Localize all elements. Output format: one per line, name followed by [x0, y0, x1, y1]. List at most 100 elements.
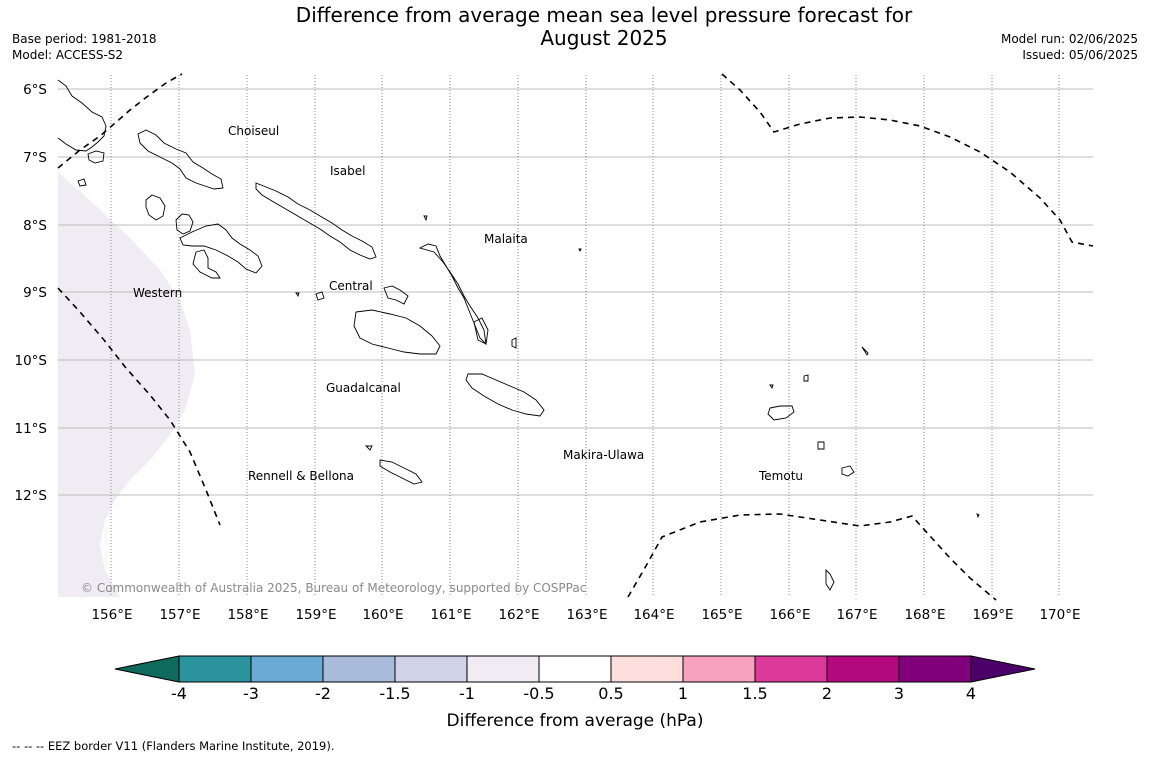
- title-line-2: August 2025: [540, 26, 668, 50]
- colorbar-segment: [466, 655, 540, 683]
- colorbar-segment: [394, 655, 468, 683]
- coastlines: [57, 79, 980, 591]
- lat-label: 8°S: [23, 218, 47, 234]
- coast-choiseul: [137, 129, 224, 190]
- region-label-western: Western: [133, 286, 182, 300]
- lat-label: 12°S: [15, 488, 48, 504]
- coast-vanikoro: [841, 465, 855, 477]
- model-name: Model: ACCESS-S2: [12, 48, 124, 62]
- region-label-temotu: Temotu: [758, 469, 803, 483]
- colorbar-tick-label: -1: [459, 684, 475, 703]
- colorbar-tick-label: 1: [678, 684, 688, 703]
- coast-nggela: [383, 285, 409, 305]
- eez-border-south: [627, 513, 997, 601]
- colorbar-segment: [538, 655, 612, 683]
- coast-duff: [861, 346, 869, 356]
- lon-label: 158°E: [227, 607, 268, 623]
- lon-label: 164°E: [633, 607, 674, 623]
- colorbar-segment: [610, 655, 684, 683]
- colorbar-segment: [322, 655, 396, 683]
- eez-borders: [57, 73, 1094, 601]
- lat-axis: 6°S 7°S 8°S 9°S 10°S 11°S 12°S: [15, 82, 48, 504]
- base-period: Base period: 1981-2018: [12, 32, 157, 46]
- coast-kolombangara: [175, 213, 194, 235]
- lon-label: 165°E: [701, 607, 742, 623]
- coast-small-1: [423, 215, 428, 222]
- colorbar-tick-label: 1.5: [742, 684, 767, 703]
- copyright-notice: © Commonwealth of Australia 2025, Bureau…: [81, 581, 586, 595]
- coast-shortland: [77, 178, 87, 187]
- colorbar-tick-label: -1.5: [379, 684, 410, 703]
- lon-label: 156°E: [91, 607, 132, 623]
- coast-malaita: [418, 243, 487, 346]
- colorbar-tick-label: -3: [243, 684, 259, 703]
- lon-label: 166°E: [769, 607, 810, 623]
- coast-tikopia: [825, 568, 835, 591]
- anomaly-shading: [58, 172, 195, 597]
- lon-label: 168°E: [904, 607, 945, 623]
- eez-border-ne: [721, 73, 1094, 247]
- colorbar-tick-label: 0.5: [598, 684, 623, 703]
- lon-label: 169°E: [972, 607, 1013, 623]
- coast-small-2: [295, 292, 300, 298]
- lon-label: 170°E: [1039, 607, 1080, 623]
- coast-ulawa: [511, 337, 517, 349]
- lat-label: 7°S: [23, 150, 47, 166]
- lon-label: 162°E: [498, 607, 539, 623]
- coast-rendova: [192, 249, 221, 279]
- colorbar-low-extension: [114, 655, 180, 683]
- colorbar-segment: [898, 655, 972, 683]
- coast-santa-cruz-1: [767, 405, 795, 421]
- colorbar-segment: [250, 655, 324, 683]
- lon-label: 161°E: [430, 607, 471, 623]
- coast-makira: [465, 373, 545, 417]
- coast-guadalcanal: [353, 309, 441, 355]
- meta-left: Base period: 1981-2018 Model: ACCESS-S2: [12, 31, 157, 63]
- colorbar-tick-label: 4: [966, 684, 976, 703]
- region-label-central: Central: [329, 279, 373, 293]
- coast-savo: [315, 291, 325, 301]
- colorbar-title: Difference from average (hPa): [447, 711, 704, 731]
- coast-santa-cruz-2: [803, 374, 809, 382]
- colorbar: -4 -3 -2 -1.5 -1 -0.5 0.5 1 1.5 2 3 4 Di…: [114, 655, 1036, 731]
- coast-bellona: [364, 445, 373, 451]
- lon-gridlines: [110, 75, 1060, 597]
- region-labels: Choiseul Isabel Malaita Western Central …: [133, 124, 803, 483]
- chart-title: Difference from average mean sea level p…: [0, 4, 1150, 50]
- lat-label: 10°S: [15, 353, 48, 369]
- colorbar-tick-label: 3: [894, 684, 904, 703]
- region-label-guadalcanal: Guadalcanal: [326, 381, 401, 395]
- coast-small-3: [769, 384, 774, 390]
- coast-rennell: [379, 459, 423, 485]
- colorbar-tick-label: -4: [171, 684, 187, 703]
- eez-border-west: [57, 287, 221, 526]
- lat-label: 6°S: [23, 82, 47, 98]
- region-label-rennell-bellona: Rennell & Bellona: [248, 469, 354, 483]
- coast-anuta: [976, 513, 980, 519]
- lon-label: 159°E: [295, 607, 336, 623]
- coast-new-georgia: [179, 223, 263, 274]
- coast-vella-lavella: [145, 194, 166, 221]
- model-run: Model run: 02/06/2025: [1000, 32, 1138, 46]
- coast-bougainville: [57, 79, 107, 152]
- coast-small-4: [578, 248, 582, 253]
- coast-utupua: [817, 441, 825, 450]
- lon-label: 167°E: [836, 607, 877, 623]
- lon-axis: 156°E 157°E 158°E 159°E 160°E 161°E 162°…: [91, 607, 1080, 623]
- coast-small-malaita: [473, 317, 489, 345]
- lon-label: 157°E: [159, 607, 200, 623]
- eez-border-nw: [57, 73, 183, 169]
- lat-label: 11°S: [15, 421, 48, 437]
- colorbar-segment: [682, 655, 756, 683]
- colorbar-segment: [754, 655, 828, 683]
- lat-label: 9°S: [23, 285, 47, 301]
- meta-right: Model run: 02/06/2025 Issued: 05/06/2025: [1001, 31, 1138, 63]
- coast-buka: [87, 150, 105, 164]
- region-label-makira-ulawa: Makira-Ulawa: [563, 448, 644, 462]
- lon-label: 160°E: [362, 607, 403, 623]
- colorbar-tick-label: -2: [315, 684, 331, 703]
- coast-isabel: [255, 182, 377, 260]
- lon-label: 163°E: [566, 607, 607, 623]
- title-line-1: Difference from average mean sea level p…: [295, 3, 913, 27]
